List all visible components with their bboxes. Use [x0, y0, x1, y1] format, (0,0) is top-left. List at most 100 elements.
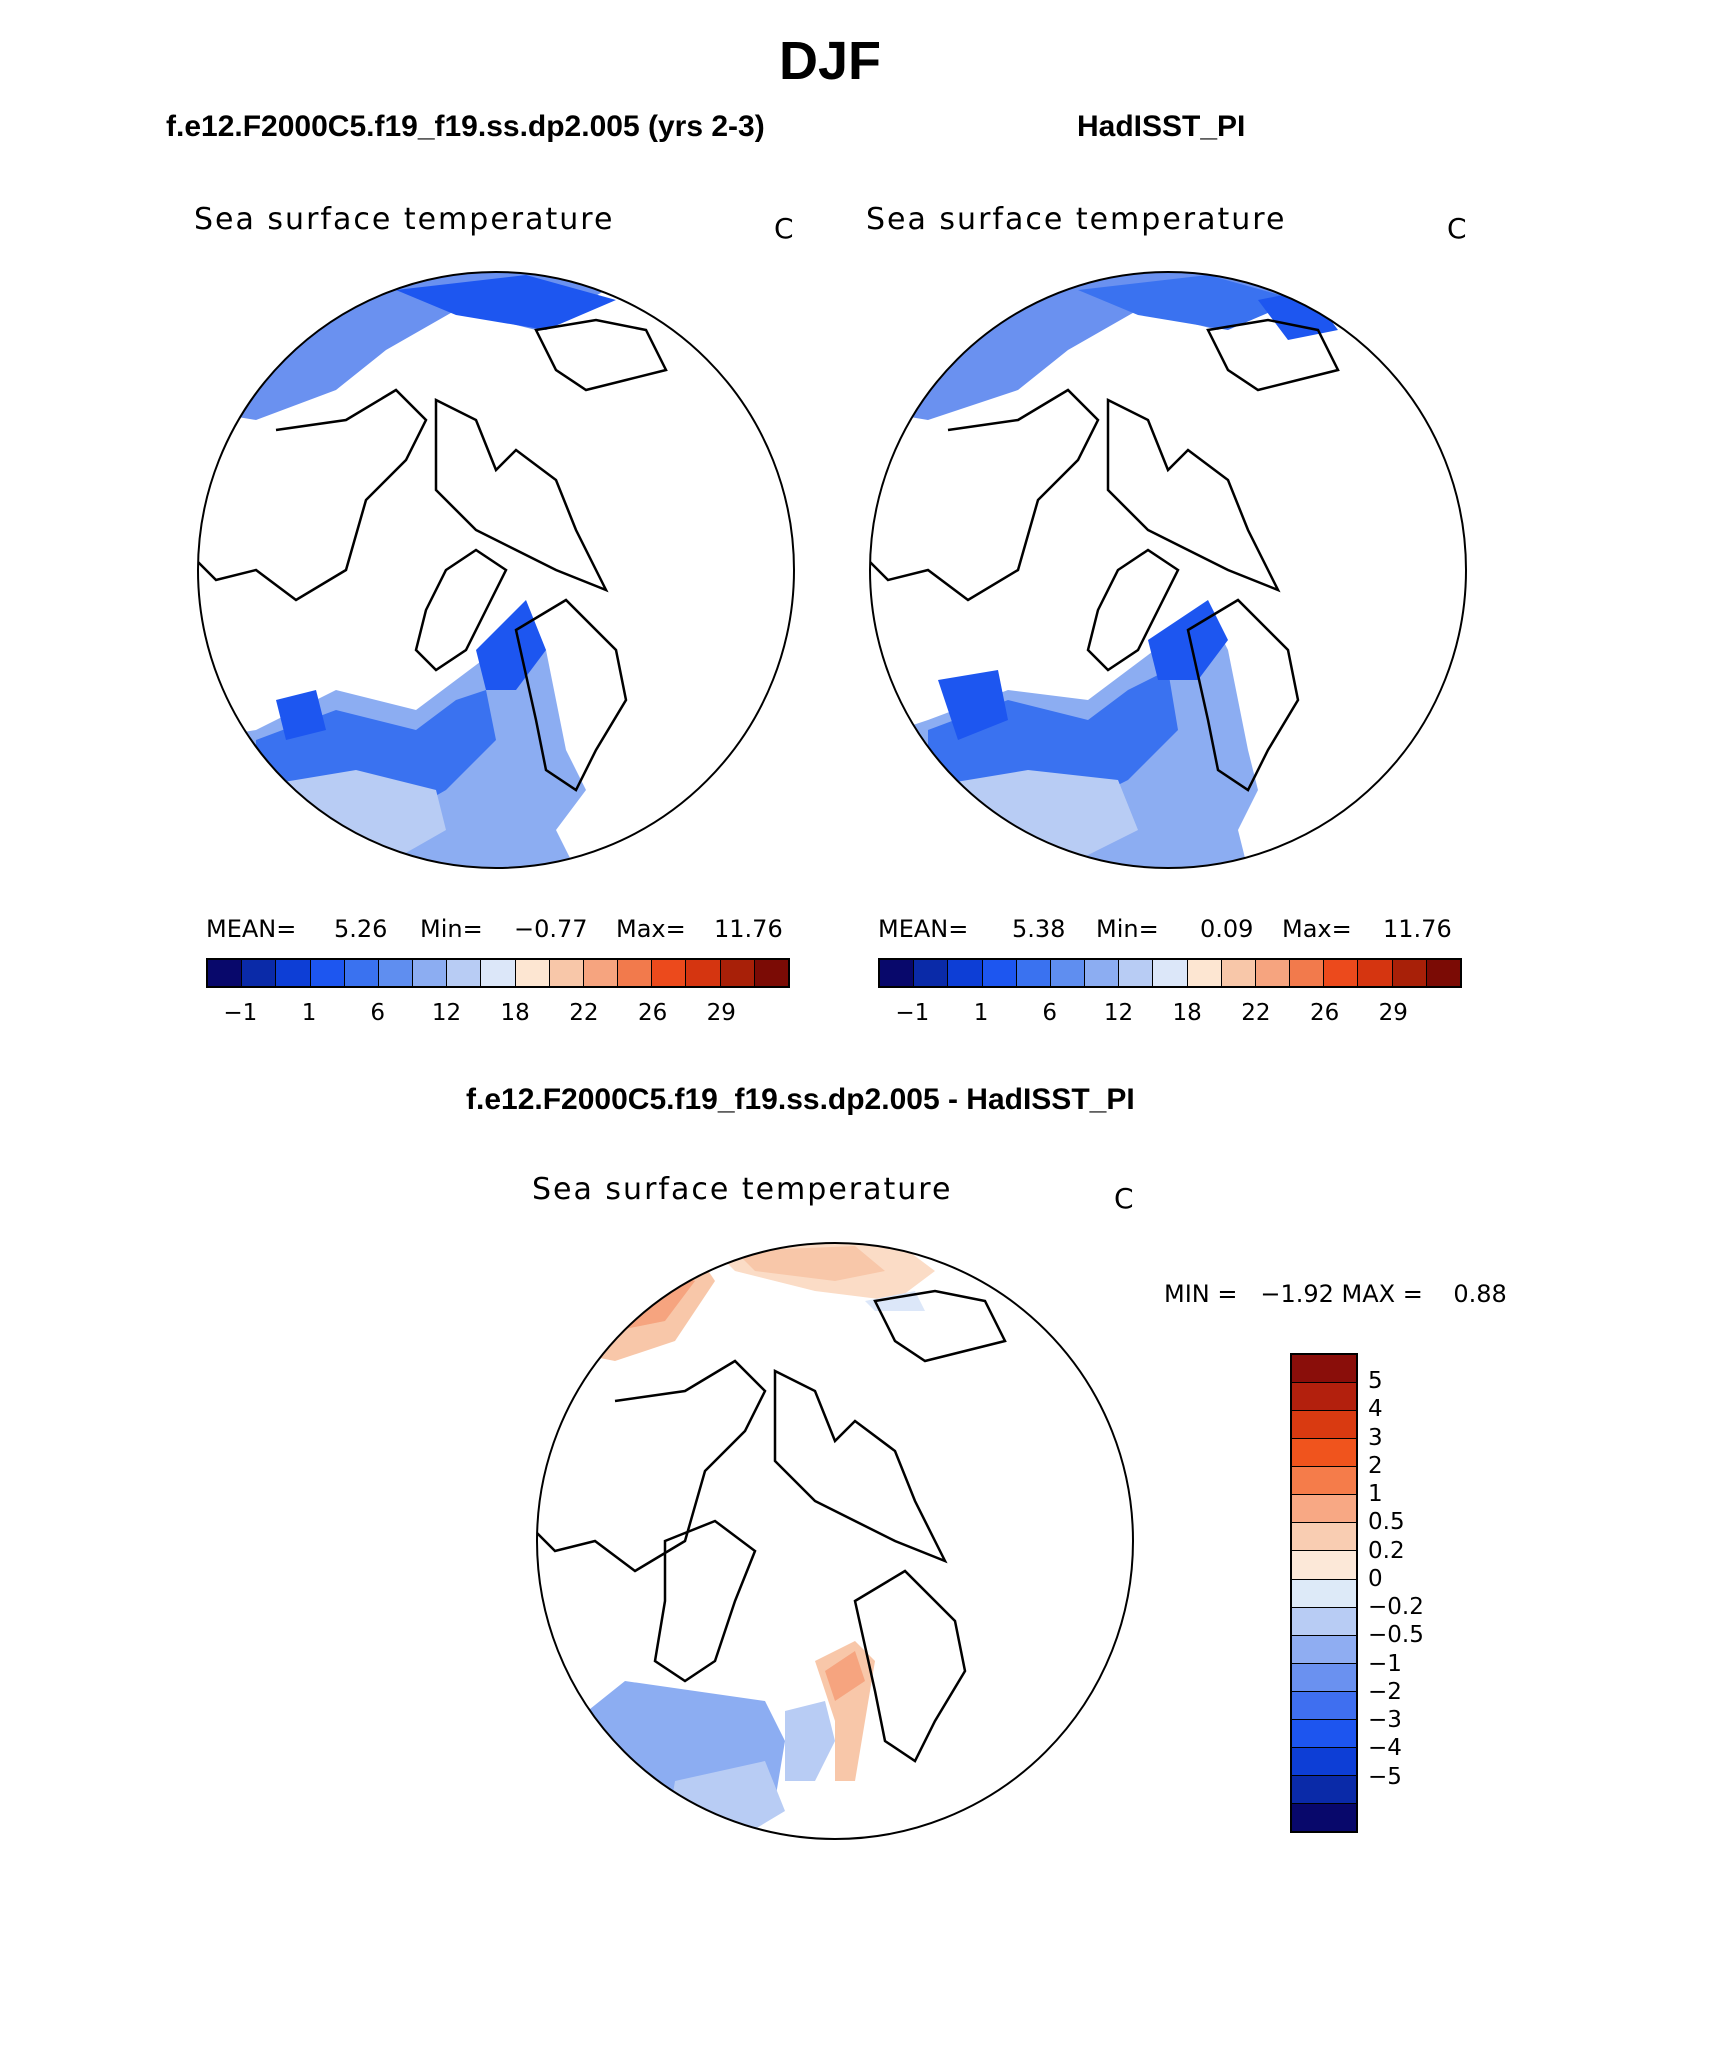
panel3-colorbar-swatch: [1292, 1663, 1356, 1692]
panel2-colorbar-swatch: [1119, 960, 1154, 986]
panel2-colorbar-tick-label: 29: [1378, 1000, 1408, 1026]
panel1-colorbar-swatch: [549, 960, 584, 986]
panel3-colorbar-tick-label: −0.5: [1368, 1622, 1424, 1649]
panel2-units: C: [1447, 212, 1467, 245]
panel3-colorbar-tick-label: 0.5: [1368, 1509, 1405, 1536]
panel1-colorbar-tick-label: 6: [370, 1000, 386, 1026]
panel2-colorbar-swatch: [914, 960, 949, 986]
panel3-colorbar-tick-label: −2: [1368, 1678, 1402, 1705]
panel2-colorbar-swatch: [1221, 960, 1256, 986]
panel3-colorbar-swatch: [1292, 1579, 1356, 1608]
panel3-colorbar-tick-label: 3: [1368, 1424, 1383, 1451]
panel2-max-value: 11.76: [1383, 915, 1452, 943]
panel2-colorbar-tick-label: 12: [1103, 1000, 1134, 1026]
panel1-colorbar-swatch: [652, 960, 687, 986]
panel1-colorbar-swatch: [583, 960, 619, 986]
panel3-colorbar: [1290, 1353, 1358, 1833]
panel3-colorbar-swatch: [1292, 1607, 1356, 1636]
panel2-variable-title: Sea surface temperature: [866, 202, 1287, 237]
panel2-colorbar-swatch: [1426, 960, 1460, 986]
panel2-colorbar-swatch: [1324, 960, 1359, 986]
panel1-land-outline: [198, 318, 668, 792]
panel2-mean-value: 5.38: [1012, 915, 1066, 943]
panel3-colorbar-swatch: [1292, 1804, 1356, 1832]
panel2-colorbar: [878, 958, 1462, 988]
panel1-colorbar-swatch: [344, 960, 379, 986]
panel1-colorbar-swatch: [276, 960, 311, 986]
panel1-stats: MEAN= 5.26 Min= −0.77 Max= 11.76: [206, 915, 790, 945]
panel1-max-value: 11.76: [714, 915, 783, 943]
panel2-colorbar-swatch: [880, 960, 915, 986]
panel3-colorbar-swatch: [1292, 1439, 1356, 1468]
panel1-colorbar-swatch: [720, 960, 755, 986]
panel1-mean-value: 5.26: [334, 915, 388, 943]
panel1-colorbar-tick-label: 18: [500, 1000, 530, 1026]
panel2-colorbar-ticks: −1 1 6 12 18 22 26 29: [878, 1000, 1462, 1030]
panel1-colorbar-swatch: [618, 960, 653, 986]
panel2-colorbar-tick-label: 6: [1042, 1000, 1058, 1026]
panel2-polar-map: [869, 271, 1467, 869]
panel2-colorbar-swatch: [1153, 960, 1188, 986]
panel3-colorbar-ticks: 5 4 3 2 1 0.5 0.2 0 −0.2 −0.5 −1 −2 −3 −4 −5: [1368, 1353, 1488, 1833]
panel3-colorbar-tick-label: −5: [1368, 1763, 1402, 1790]
panel3-minmax: MIN = −1.92 MAX = 0.88: [1164, 1280, 1507, 1308]
panel1-case-title: f.e12.F2000C5.f19_f19.ss.dp2.005 (yrs 2-…: [166, 110, 765, 143]
panel1-colorbar-swatch: [686, 960, 721, 986]
panel2-mean-label: MEAN=: [878, 915, 969, 943]
panel1-colorbar-swatch: [515, 960, 550, 986]
panel3-colorbar-swatch: [1292, 1635, 1356, 1664]
panel3-units: C: [1114, 1182, 1134, 1215]
panel1-colorbar-swatch: [242, 960, 277, 986]
panel1-colorbar-tick-label: 26: [637, 1000, 668, 1026]
panel1-colorbar-tick-label: 12: [431, 1000, 462, 1026]
panel2-colorbar-tick-label: 22: [1241, 1000, 1271, 1026]
panel3-colorbar-tick-label: −4: [1368, 1735, 1402, 1762]
panel2-land-outline: [870, 318, 1340, 792]
panel1-colorbar-tick-label: 1: [301, 1000, 317, 1026]
panel2-colorbar-swatch: [1016, 960, 1051, 986]
panel3-case-title: f.e12.F2000C5.f19_f19.ss.dp2.005 - HadIS…: [466, 1083, 1135, 1116]
panel2-colorbar-swatch: [948, 960, 983, 986]
panel1-mean-label: MEAN=: [206, 915, 297, 943]
panel2-colorbar-swatch: [1085, 960, 1120, 986]
panel3-colorbar-swatch: [1292, 1467, 1356, 1496]
panel2-colorbar-tick-label: 1: [973, 1000, 989, 1026]
panel3-colorbar-tick-label: 5: [1368, 1368, 1383, 1395]
panel1-colorbar-tick-label: −1: [223, 1000, 258, 1026]
panel1-min-value: −0.77: [514, 915, 588, 943]
panel1-colorbar-ticks: −1 1 6 12 18 22 26 29: [206, 1000, 790, 1030]
panel1-colorbar-swatch: [378, 960, 414, 986]
panel3-colorbar-swatch: [1292, 1411, 1356, 1440]
panel3-colorbar-tick-label: −3: [1368, 1707, 1402, 1734]
panel2-min-label: Min=: [1096, 915, 1159, 943]
panel3-colorbar-tick-label: 0: [1368, 1565, 1383, 1592]
panel1-variable-title: Sea surface temperature: [194, 202, 615, 237]
panel1-max-label: Max=: [616, 915, 686, 943]
panel3-colorbar-swatch: [1292, 1691, 1356, 1720]
panel1-polar-map: [197, 271, 795, 869]
panel3-colorbar-swatch: [1292, 1495, 1356, 1524]
panel2-colorbar-tick-label: 18: [1172, 1000, 1202, 1026]
panel3-colorbar-swatch: [1292, 1383, 1356, 1412]
panel2-case-title: HadISST_PI: [1077, 110, 1246, 143]
panel1-units: C: [774, 212, 794, 245]
panel3-colorbar-swatch: [1292, 1775, 1356, 1804]
panel3-polar-map: [536, 1242, 1134, 1840]
panel1-colorbar-swatch: [208, 960, 243, 986]
panel1-colorbar-swatch: [413, 960, 448, 986]
panel1-colorbar-tick-label: 22: [569, 1000, 599, 1026]
panel2-min-value: 0.09: [1200, 915, 1254, 943]
panel2-stats: MEAN= 5.38 Min= 0.09 Max= 11.76: [878, 915, 1462, 945]
panel3-land-outline: [537, 1289, 1007, 1763]
panel1-colorbar: [206, 958, 790, 988]
panel2-colorbar-swatch: [1392, 960, 1427, 986]
figure-title: DJF: [778, 31, 881, 91]
panel2-max-label: Max=: [1282, 915, 1352, 943]
panel3-colorbar-tick-label: 0.2: [1368, 1537, 1405, 1564]
panel1-colorbar-swatch: [447, 960, 482, 986]
panel3-colorbar-tick-label: 1: [1368, 1481, 1383, 1508]
panel2-colorbar-swatch: [1050, 960, 1086, 986]
panel2-colorbar-tick-label: 26: [1309, 1000, 1340, 1026]
panel3-variable-title: Sea surface temperature: [532, 1172, 953, 1207]
panel2-colorbar-swatch: [1187, 960, 1222, 986]
